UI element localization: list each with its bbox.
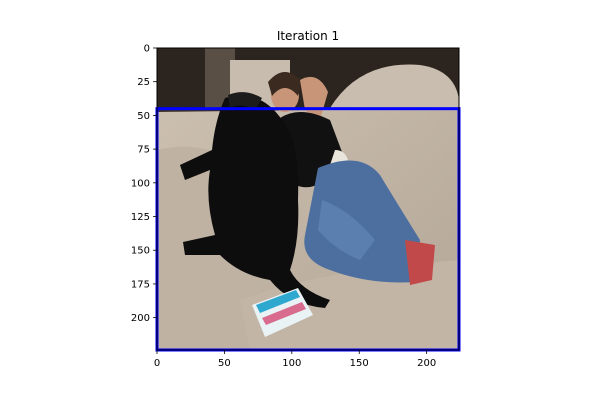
y-tick-label: 50 <box>137 111 150 122</box>
x-tick-label: 200 <box>417 358 436 369</box>
y-tick-label: 100 <box>131 178 150 189</box>
y-tick-label: 25 <box>137 77 150 88</box>
y-tick-label: 200 <box>131 313 150 324</box>
x-axis: 0 50 100 150 200 <box>154 350 436 369</box>
y-tick-label: 75 <box>137 145 150 156</box>
y-axis: 0 25 50 75 100 125 150 175 200 <box>131 44 157 324</box>
plot-image <box>157 48 459 350</box>
y-tick-label: 0 <box>144 44 150 55</box>
y-tick-label: 175 <box>131 279 150 290</box>
x-tick-label: 100 <box>282 358 301 369</box>
chart-title: Iteration 1 <box>277 29 339 43</box>
y-tick-label: 150 <box>131 246 150 257</box>
y-tick-label: 125 <box>131 212 150 223</box>
x-tick-label: 150 <box>350 358 369 369</box>
x-tick-label: 0 <box>154 358 160 369</box>
axes-frame <box>156 47 460 351</box>
x-tick-label: 50 <box>218 358 231 369</box>
